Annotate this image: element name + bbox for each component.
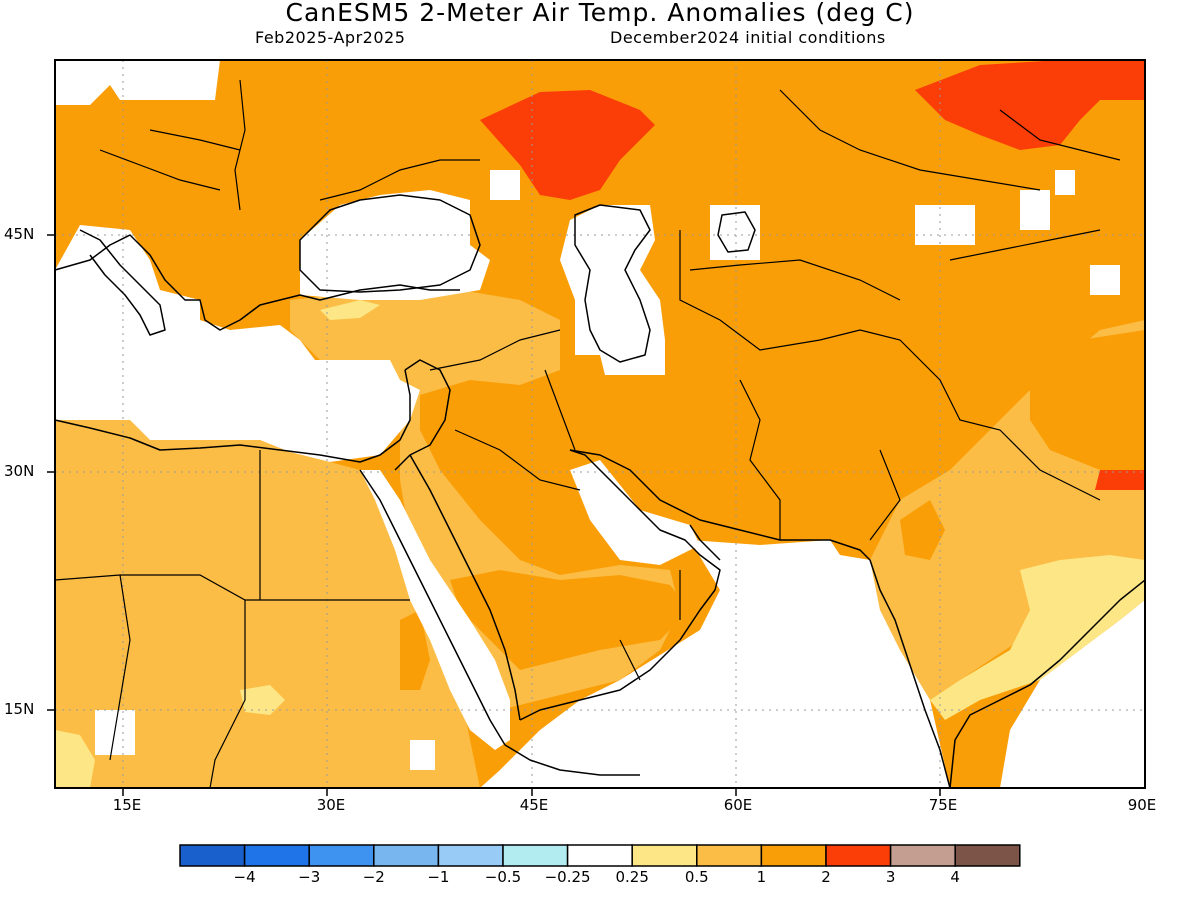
field-arabian-sea-near-zero <box>480 540 950 788</box>
colorbar-tick-label: 1 <box>756 868 767 886</box>
initial-conditions: December2024 initial conditions <box>610 28 886 47</box>
field-india-blob-1-2 <box>900 500 945 560</box>
anomaly-fields <box>55 60 1145 788</box>
colorbar-swatch <box>179 844 246 867</box>
colorbar-swatch <box>502 844 569 867</box>
lon-label-90e: 90E <box>1127 796 1157 814</box>
graticule <box>55 60 1145 788</box>
colorbar-swatch <box>696 844 763 867</box>
field-sudan-1-2 <box>400 610 430 690</box>
colorbar-tick-label: 0.5 <box>684 868 709 886</box>
colorbar-swatch <box>243 844 310 867</box>
colorbar-swatch <box>437 844 504 867</box>
field-caspian-near-zero <box>560 205 665 375</box>
colorbar-tick-label: 4 <box>950 868 960 886</box>
colorbar-tick-label: −2 <box>362 868 385 886</box>
colorbar-tick-label: −4 <box>233 868 256 886</box>
colorbar-tick-label: 3 <box>885 868 896 886</box>
field-patch-1 <box>490 170 520 200</box>
colorbar-tick-label: −0.5 <box>484 868 522 886</box>
colorbar-tick-label: 2 <box>821 868 831 886</box>
field-patch-balkhash <box>915 205 975 245</box>
colorbar <box>179 844 1021 867</box>
lon-label-75e: 75E <box>928 796 958 814</box>
colorbar-swatch <box>825 844 892 867</box>
lon-label-15e: 15E <box>112 796 142 814</box>
lat-label-30n: 30N <box>4 462 35 480</box>
field-arabia-1-2 <box>450 570 690 670</box>
colorbar-tick-label: −0.25 <box>544 868 591 886</box>
country-borders <box>54 79 1121 789</box>
colorbar-swatch <box>566 844 633 867</box>
field-patch-zaysan <box>1020 190 1050 230</box>
colorbar-swatch <box>373 844 440 867</box>
field-mediterranean-near-zero <box>55 225 420 462</box>
colorbar-swatch <box>760 844 827 867</box>
field-persian-gulf-near-zero <box>570 460 700 565</box>
colorbar-tick-label: 0.25 <box>615 868 649 886</box>
coastlines <box>54 194 1146 789</box>
colorbar-swatch <box>889 844 956 867</box>
field-tibet-2-3 <box>1095 470 1145 490</box>
field-nw-europe-near-zero <box>55 60 220 105</box>
colorbar-swatch <box>631 844 698 867</box>
field-chad-0-25-0-5 <box>240 685 285 715</box>
field-black-sea-near-zero <box>300 190 490 300</box>
colorbar-swatch <box>308 844 375 867</box>
field-n-africa-0-5-1 <box>55 420 480 788</box>
lat-label-45n: 45N <box>4 225 35 243</box>
field-tibet-1-2 <box>1030 330 1145 470</box>
colorbar-tick-label: −3 <box>298 868 321 886</box>
field-india-coast-0-25-0-5 <box>930 555 1145 720</box>
lon-label-30e: 30E <box>316 796 346 814</box>
field-siberia-2-3 <box>915 60 1145 150</box>
colorbar-swatch <box>954 844 1021 867</box>
lat-label-15n: 15N <box>4 700 35 718</box>
lon-label-60e: 60E <box>723 796 753 814</box>
forecast-period: Feb2025-Apr2025 <box>255 28 406 47</box>
map-title: CanESM5 2-Meter Air Temp. Anomalies (deg… <box>285 0 915 27</box>
field-patch-tarim <box>1090 265 1120 295</box>
field-turkey-0-25-0-5 <box>320 300 380 320</box>
field-patch-altai <box>1055 170 1075 195</box>
colorbar-tick-label: −1 <box>427 868 450 886</box>
field-bay-of-bengal-near-zero <box>1000 600 1145 788</box>
field-patch-tana <box>410 740 435 770</box>
field-volga-2-3 <box>480 90 655 200</box>
map-frame <box>54 59 1146 789</box>
lon-label-45e: 45E <box>519 796 549 814</box>
field-gulf-guinea-0-25-0-5 <box>55 730 95 788</box>
axis-ticks <box>47 234 941 796</box>
